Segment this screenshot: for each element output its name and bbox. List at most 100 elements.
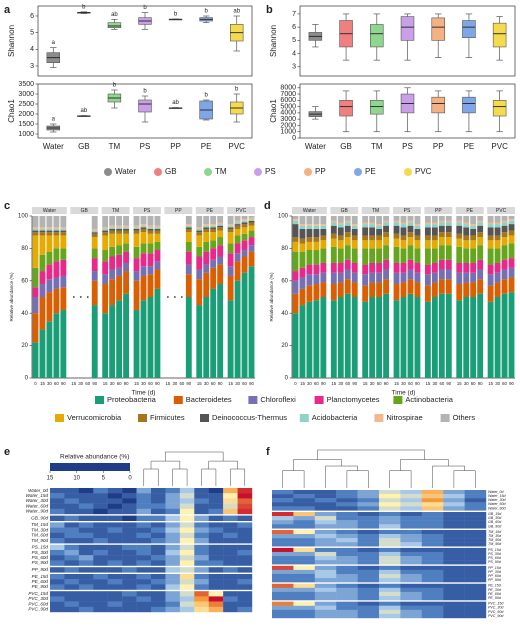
heat-cell bbox=[314, 583, 337, 589]
heat-cell bbox=[223, 527, 238, 533]
bar-segment bbox=[203, 232, 210, 242]
heat-cell bbox=[122, 567, 137, 573]
heat-cell bbox=[314, 613, 337, 619]
bar-segment bbox=[369, 222, 376, 225]
bar-segment bbox=[203, 224, 210, 226]
bar-segment bbox=[477, 232, 484, 238]
bar-segment bbox=[508, 224, 515, 231]
bar-segment bbox=[470, 282, 477, 297]
bar-segment bbox=[445, 232, 452, 238]
heat-cell bbox=[179, 488, 195, 494]
bar-segment bbox=[393, 222, 400, 226]
bar-segment bbox=[217, 230, 224, 238]
bar-segment bbox=[123, 227, 130, 229]
x-tick-label: 90 bbox=[61, 381, 66, 386]
group-header bbox=[195, 207, 224, 214]
heat-cell bbox=[93, 532, 108, 539]
bar-segment bbox=[445, 216, 452, 221]
heat-cell bbox=[179, 522, 195, 528]
bar-segment bbox=[292, 251, 299, 272]
x-tick-label: PP bbox=[170, 142, 181, 151]
bar-segment bbox=[383, 237, 390, 246]
heat-cell bbox=[78, 574, 94, 580]
bar-segment bbox=[227, 228, 234, 233]
row-label: Water_30d bbox=[26, 498, 49, 503]
heat-cell bbox=[64, 532, 80, 539]
heat-cell bbox=[151, 488, 166, 494]
heat-cell bbox=[357, 494, 380, 499]
significance-letter: ab bbox=[233, 9, 240, 15]
row-label: Water_30d bbox=[488, 498, 507, 502]
heat-cell bbox=[443, 578, 465, 583]
bar-segment bbox=[39, 232, 46, 236]
bar-segment bbox=[313, 300, 320, 378]
heat-cell bbox=[272, 595, 294, 601]
heat-cell bbox=[78, 596, 94, 602]
bar-segment bbox=[362, 224, 369, 228]
heat-cell bbox=[78, 503, 94, 509]
bar-segment bbox=[376, 272, 383, 283]
row-label: TM_60d bbox=[31, 533, 48, 538]
bar-segment bbox=[438, 269, 445, 280]
bar-segment bbox=[123, 271, 130, 294]
heat-cell bbox=[78, 555, 94, 561]
bar-segment bbox=[60, 235, 67, 249]
legend-swatch bbox=[254, 168, 262, 176]
x-tick-label: 15 bbox=[134, 381, 139, 386]
bar-segment bbox=[46, 321, 53, 378]
bar-segment bbox=[147, 266, 154, 275]
bar-segment bbox=[470, 262, 477, 273]
bar-segment bbox=[320, 225, 327, 229]
heat-cell bbox=[336, 520, 358, 525]
y-tick-label: 4 bbox=[30, 46, 34, 53]
heat-cell bbox=[443, 529, 465, 535]
row-label: PP_30d bbox=[488, 570, 502, 574]
x-tick-label: PE bbox=[464, 142, 475, 151]
bar-segment bbox=[217, 227, 224, 231]
heat-cell bbox=[293, 512, 315, 517]
heat-cell bbox=[194, 544, 209, 551]
bar-segment bbox=[445, 245, 452, 260]
bar-segment bbox=[456, 284, 463, 301]
bar-segment bbox=[140, 216, 147, 225]
heat-cell bbox=[336, 613, 358, 619]
bar-segment bbox=[501, 222, 508, 226]
bar-segment bbox=[351, 225, 358, 229]
y-tick-label: 5 bbox=[30, 30, 34, 37]
bar-segment bbox=[248, 222, 255, 226]
heat-cell bbox=[165, 555, 181, 561]
bar-segment bbox=[424, 227, 431, 236]
heat-cell bbox=[272, 490, 294, 495]
bar-segment bbox=[210, 248, 217, 260]
bar-segment bbox=[400, 248, 407, 263]
heat-cell bbox=[237, 591, 253, 597]
heat-cell bbox=[421, 609, 444, 615]
row-label: Water_0d bbox=[488, 490, 505, 494]
x-tick-label: 30 bbox=[204, 381, 209, 386]
x-tick-label: 90 bbox=[446, 381, 451, 386]
bar-segment bbox=[494, 224, 501, 228]
heat-cell bbox=[107, 493, 123, 499]
bar-segment bbox=[227, 225, 234, 228]
bar-segment bbox=[344, 222, 351, 226]
heat-cell bbox=[78, 601, 94, 607]
group-header bbox=[424, 207, 453, 214]
bar-segment bbox=[501, 216, 508, 221]
legend-swatch bbox=[204, 168, 212, 176]
legend-label: Verrucomicrobia bbox=[67, 413, 122, 422]
heat-cell bbox=[237, 488, 253, 494]
heat-cell bbox=[237, 560, 253, 566]
bar-segment bbox=[299, 216, 306, 225]
heat-cell bbox=[421, 578, 444, 583]
heat-cell bbox=[194, 538, 209, 544]
heat-cell bbox=[357, 591, 380, 597]
plot-frame bbox=[299, 5, 516, 77]
bar-segment bbox=[32, 267, 39, 288]
bar-segment bbox=[330, 233, 337, 239]
heat-cell bbox=[78, 493, 94, 499]
x-tick-label: 15 bbox=[300, 381, 305, 386]
heat-cell bbox=[421, 605, 444, 611]
bar-segment bbox=[393, 225, 400, 234]
bar-segment bbox=[369, 235, 376, 241]
heat-cell bbox=[151, 574, 166, 580]
